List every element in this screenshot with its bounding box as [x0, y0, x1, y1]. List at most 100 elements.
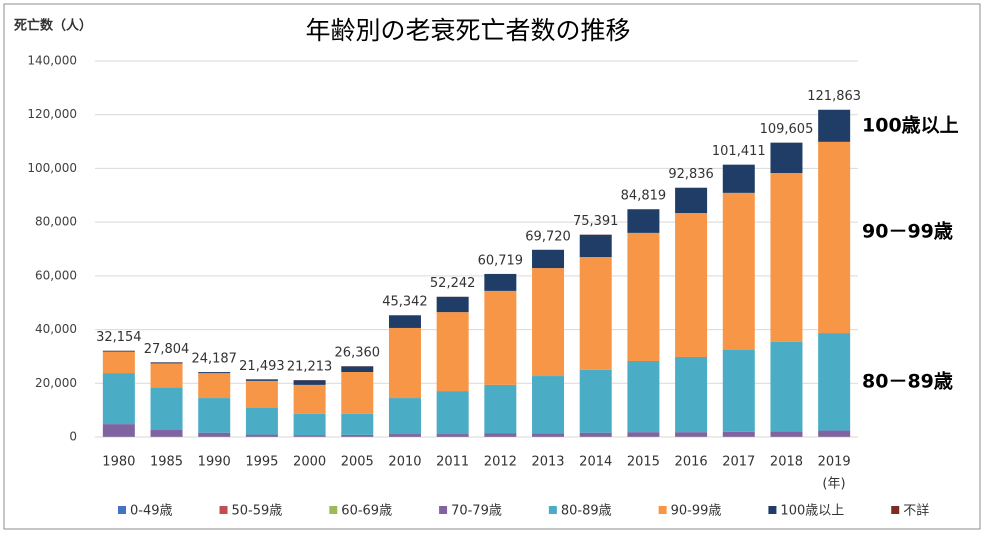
x-tick-label: 2019 [818, 455, 851, 470]
bar-segment [245, 380, 278, 408]
bar-segment [341, 413, 374, 435]
y-tick-label: 120,000 [27, 107, 77, 121]
y-tick-label: 20,000 [35, 376, 77, 390]
legend-swatch [439, 506, 448, 514]
legend-swatch [548, 506, 557, 514]
bar-segment [722, 431, 755, 437]
bar-segment [102, 350, 135, 352]
bar-segment [436, 434, 469, 437]
bar-segment [484, 433, 517, 437]
legend-swatch [891, 506, 900, 514]
total-label: 45,342 [382, 295, 428, 310]
bar-segment [484, 290, 517, 385]
bar-segment [579, 257, 612, 370]
total-label: 32,154 [96, 330, 142, 345]
bar-segment [770, 172, 803, 342]
total-label: 52,242 [430, 276, 476, 291]
x-tick-label: 2015 [627, 455, 660, 470]
legend-label: 90-99歳 [671, 504, 722, 519]
total-label: 26,360 [335, 346, 381, 361]
y-tick-label: 40,000 [35, 322, 77, 336]
bar-segment [102, 424, 135, 437]
x-tick-label: 1980 [102, 455, 135, 470]
y-tick-label: 100,000 [27, 161, 77, 175]
bar-segment [341, 366, 374, 373]
total-label: 84,819 [621, 189, 667, 204]
bar-segment [245, 434, 278, 437]
bar-segment [245, 379, 278, 381]
bar-segment [579, 432, 612, 437]
bar-segment [818, 141, 851, 334]
y-axis-label: 死亡数（人） [14, 18, 92, 34]
y-tick-label: 140,000 [27, 54, 77, 68]
x-tick-label: 2018 [770, 455, 803, 470]
y-tick-label: 0 [69, 430, 77, 444]
legend-label: 100歳以上 [780, 504, 844, 519]
bar-segment [675, 356, 708, 433]
frame [3, 3, 981, 530]
bar-segment [722, 192, 755, 350]
bar-segment [388, 315, 421, 328]
bar-segment [198, 398, 231, 433]
total-label: 109,605 [760, 122, 814, 137]
bar-segment [532, 249, 565, 269]
bar-segment [150, 363, 183, 388]
legend-label: 60-69歳 [341, 504, 392, 519]
bar-segment [675, 213, 708, 357]
bar-segment [818, 109, 851, 142]
total-label: 21,493 [239, 359, 285, 374]
x-tick-label: 2005 [341, 455, 374, 470]
bar-segment [436, 391, 469, 435]
bar-segment [388, 327, 421, 399]
bar-segment [150, 430, 183, 437]
total-label: 101,411 [712, 144, 766, 159]
bar-segment [150, 362, 183, 364]
bar-segment [579, 234, 612, 258]
bar-segment [818, 333, 851, 431]
legend-swatch [768, 506, 777, 514]
bar-segment [627, 209, 660, 233]
bar-segment [388, 398, 421, 435]
total-label: 92,836 [668, 167, 714, 182]
bar-segment [627, 432, 660, 437]
y-tick-label: 60,000 [35, 268, 77, 282]
bar-segment [102, 373, 135, 425]
bar-segment [341, 434, 374, 437]
legend-swatch [658, 506, 667, 514]
x-tick-label: 2000 [293, 455, 326, 470]
legend-label: 0-49歳 [130, 504, 173, 519]
bar-segment [770, 341, 803, 432]
annotation: 80－89歳 [862, 371, 953, 393]
bar-segment [245, 407, 278, 435]
chart-title: 年齢別の老衰死亡者数の推移 [305, 16, 630, 45]
bar-segment [198, 372, 231, 374]
x-tick-label: 1985 [150, 455, 183, 470]
bar-segment [770, 431, 803, 437]
legend-label: 70-79歳 [451, 504, 502, 519]
bar-segment [102, 351, 135, 374]
total-label: 69,720 [525, 229, 571, 244]
x-tick-label: 2010 [388, 455, 421, 470]
x-tick-label: 1995 [245, 455, 278, 470]
legend-label: 不詳 [903, 503, 929, 519]
bar-segment [436, 312, 469, 392]
bar-segment [198, 373, 231, 399]
bar-segment [722, 164, 755, 193]
total-label: 75,391 [573, 214, 619, 229]
x-unit: (年) [822, 477, 845, 492]
x-tick-label: 2011 [436, 455, 469, 470]
bar-segment [532, 376, 565, 434]
bar-segment [198, 432, 231, 437]
x-tick-label: 2012 [484, 455, 517, 470]
bar-segment [722, 349, 755, 432]
total-label: 27,804 [144, 342, 190, 357]
legend-label: 80-89歳 [561, 504, 612, 519]
total-label: 21,213 [287, 360, 333, 375]
bar-segment [770, 142, 803, 173]
annotation: 90－99歳 [862, 221, 953, 243]
x-tick-label: 2017 [722, 455, 755, 470]
bar-segment [627, 232, 660, 361]
legend-swatch [118, 506, 126, 514]
x-tick-label: 2013 [531, 455, 564, 470]
